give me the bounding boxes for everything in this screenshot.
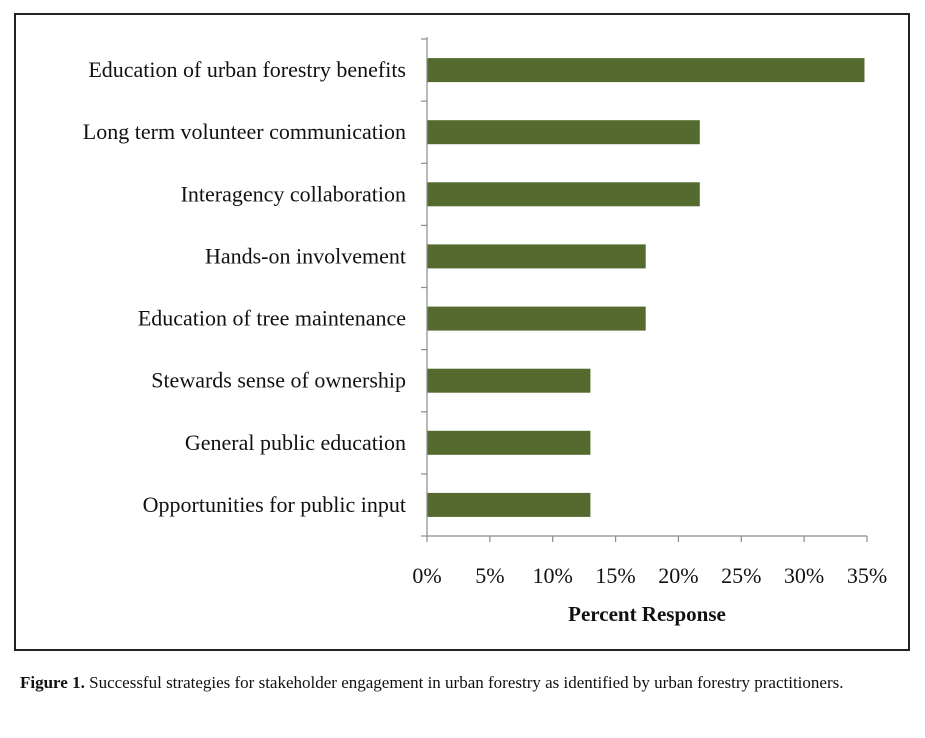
x-tick-label: 30% <box>784 563 824 588</box>
x-tick-label: 15% <box>595 563 635 588</box>
bar <box>427 492 591 517</box>
caption-text: Successful strategies for stakeholder en… <box>84 673 844 692</box>
bars-layer <box>427 58 865 517</box>
x-tick-label: 0% <box>412 563 441 588</box>
bar <box>427 368 591 393</box>
tick-labels: 0% 5% 10% 15% 20% 25% 30% 35% <box>412 563 887 588</box>
x-axis-title: Percent Response <box>568 602 726 626</box>
category-label: Opportunities for public input <box>143 492 406 517</box>
caption-label: Figure 1. <box>20 673 85 692</box>
figure-caption: Figure 1. Successful strategies for stak… <box>20 672 900 694</box>
x-tick-label: 10% <box>533 563 573 588</box>
category-label: Education of tree maintenance <box>138 306 406 331</box>
bar <box>427 182 700 207</box>
category-label: Interagency collaboration <box>181 181 406 206</box>
bar <box>427 430 591 455</box>
axes <box>421 37 868 542</box>
x-tick-label: 25% <box>721 563 761 588</box>
bar <box>427 306 646 331</box>
chart-frame: Education of urban forestry benefits Long… <box>14 13 910 651</box>
x-tick-label: 35% <box>847 563 887 588</box>
category-label: Education of urban forestry benefits <box>88 57 406 82</box>
bar <box>427 120 700 145</box>
category-label: Hands-on involvement <box>205 243 406 268</box>
bar <box>427 58 865 83</box>
x-tick-label: 5% <box>475 563 504 588</box>
category-label: Long term volunteer communication <box>83 119 406 144</box>
category-labels: Education of urban forestry benefits Long… <box>83 57 406 517</box>
x-tick-label: 20% <box>658 563 698 588</box>
category-label: Stewards sense of ownership <box>151 368 406 393</box>
category-label: General public education <box>185 430 406 455</box>
bar <box>427 244 646 269</box>
bar-chart: Education of urban forestry benefits Long… <box>83 37 887 626</box>
